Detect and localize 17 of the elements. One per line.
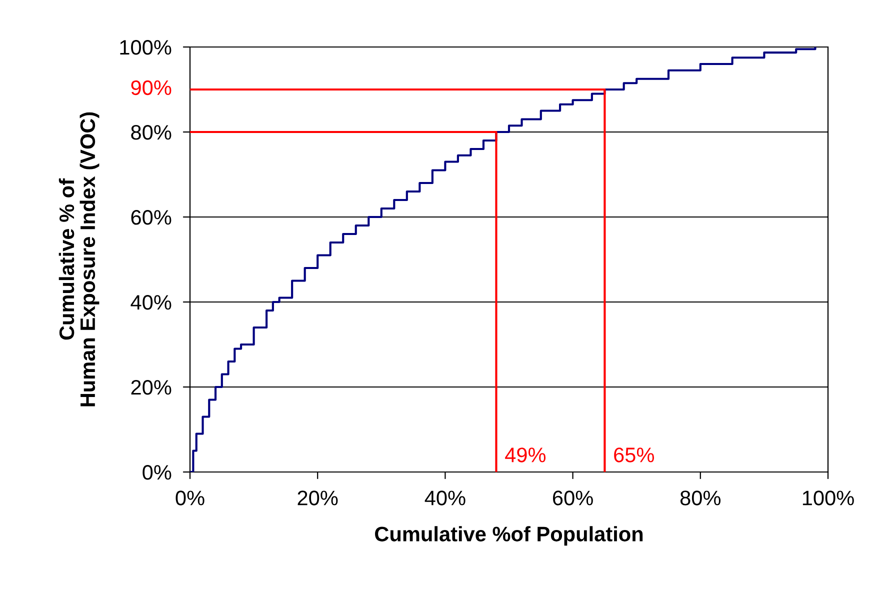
- x-tick-label: 80%: [680, 490, 721, 506]
- y-tick-label: 80%: [131, 125, 172, 140]
- x-axis-title: Cumulative %of Population: [375, 526, 643, 546]
- x-tick-label: 0%: [176, 490, 204, 506]
- y-tick-label: 0%: [142, 465, 172, 480]
- x-tick-label: 20%: [298, 490, 338, 506]
- annotation: 49%: [505, 448, 546, 462]
- y-tick-label: 100%: [120, 40, 172, 55]
- x-tick-label: 60%: [553, 490, 593, 506]
- y-axis-title: Cumulative % of Human Exposure Index (VOC): [58, 112, 100, 406]
- y-tick-label: 20%: [131, 380, 172, 395]
- annotation: 90%: [131, 80, 172, 96]
- annotation: 65%: [614, 448, 654, 462]
- y-tick-label: 40%: [130, 295, 172, 310]
- x-tick-label: 40%: [424, 490, 466, 506]
- y-tick-label: 60%: [131, 210, 172, 225]
- x-tick-label: 100%: [802, 490, 854, 506]
